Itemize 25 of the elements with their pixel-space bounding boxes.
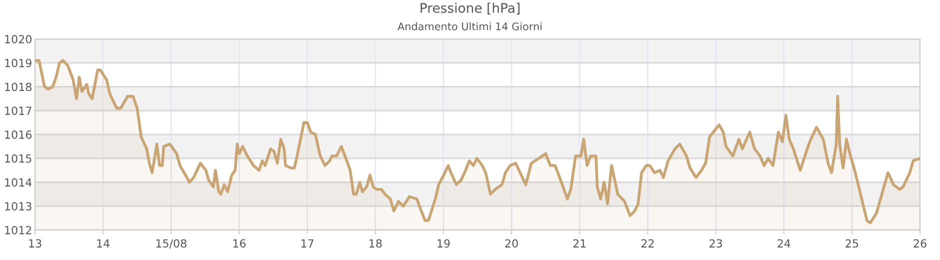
- x-tick-label: 19: [438, 239, 450, 248]
- x-tick-label: 17: [301, 239, 314, 248]
- y-tick-label: 1016: [5, 130, 32, 139]
- x-tick-label: 24: [778, 239, 790, 248]
- y-tick-label: 1012: [5, 226, 32, 234]
- y-tick-label: 1019: [5, 58, 32, 68]
- x-tick-label: 25: [846, 239, 858, 248]
- x-tick-label: 21: [573, 239, 586, 248]
- chart-title: Pressione [hPa]: [420, 2, 520, 14]
- y-tick-label: 1020: [5, 34, 32, 44]
- x-tick-label: 15/08: [156, 239, 186, 248]
- x-tick-label: 18: [370, 239, 382, 248]
- x-tick-label: 14: [97, 239, 110, 248]
- y-tick-label: 1018: [5, 82, 32, 92]
- x-tick-label: 22: [641, 239, 654, 248]
- y-tick-label: 1017: [5, 106, 32, 116]
- x-tick-label: 23: [710, 239, 722, 248]
- x-tick-label: 16: [233, 239, 246, 248]
- x-tick-label: 26: [914, 239, 926, 248]
- y-tick-label: 1014: [5, 178, 32, 187]
- x-tick-label: 13: [29, 239, 42, 248]
- y-tick-label: 1013: [5, 202, 32, 211]
- x-tick-label: 20: [505, 239, 518, 248]
- chart-subtitle: Andamento Ultimi 14 Giorni: [398, 22, 542, 30]
- y-tick-label: 1015: [5, 154, 32, 163]
